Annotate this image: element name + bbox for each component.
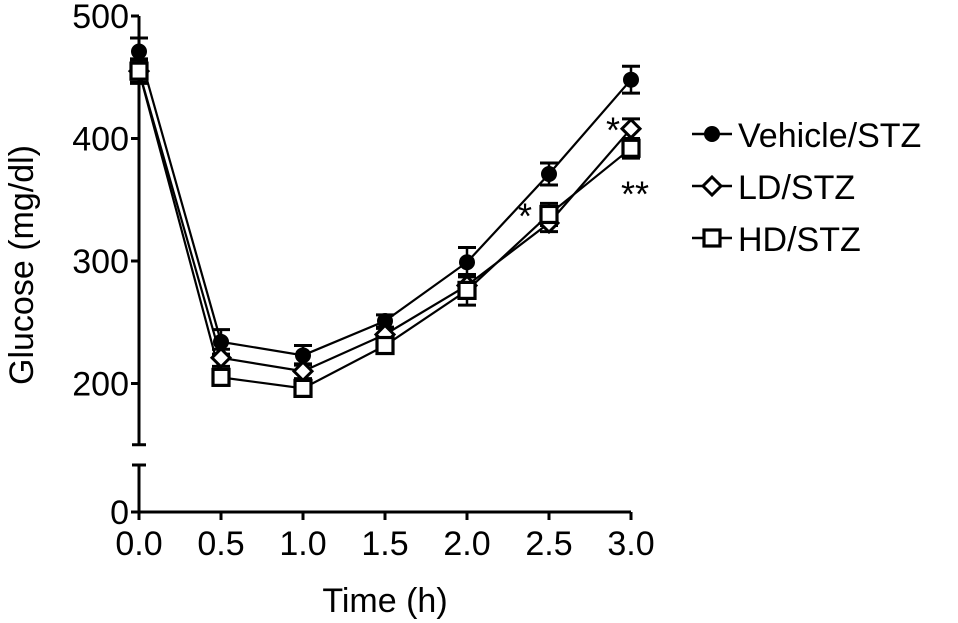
data-point bbox=[211, 367, 231, 387]
x-tick-label: 2.0 bbox=[443, 525, 490, 563]
y-tick-label: 500 bbox=[72, 0, 129, 36]
y-axis-title: Glucose (mg/dl) bbox=[3, 145, 41, 385]
data-point bbox=[131, 43, 147, 60]
data-point bbox=[623, 71, 639, 88]
markers-vehicle-stz bbox=[131, 43, 639, 364]
x-axis-title: Time (h) bbox=[322, 582, 447, 620]
significance-marker: ** bbox=[621, 173, 649, 214]
legend-label: Vehicle/STZ bbox=[738, 117, 921, 155]
legend-item: Vehicle/STZ bbox=[692, 117, 921, 155]
legend-label: HD/STZ bbox=[738, 221, 861, 259]
legend-item: HD/STZ bbox=[692, 221, 861, 259]
legend-marker bbox=[700, 174, 724, 198]
data-point bbox=[129, 61, 149, 81]
markers-ld-stz bbox=[127, 60, 643, 383]
data-point bbox=[541, 166, 557, 183]
y-tick-label: 400 bbox=[72, 121, 129, 159]
data-point bbox=[459, 254, 475, 271]
data-point bbox=[293, 378, 313, 398]
axes: 0 200 300 400 500 0.0 0.5 1.0 1.5 2.0 2.5 3.0 bbox=[72, 0, 654, 563]
data-point bbox=[621, 138, 641, 158]
data-point bbox=[375, 335, 395, 356]
x-tick-label: 0.0 bbox=[115, 525, 162, 563]
significance-marker: * bbox=[606, 110, 620, 151]
legend-marker bbox=[704, 126, 720, 142]
data-point bbox=[619, 117, 643, 140]
series-layer bbox=[127, 36, 643, 398]
legend-label: LD/STZ bbox=[738, 169, 855, 207]
data-point bbox=[457, 280, 477, 300]
legend-marker bbox=[702, 228, 722, 248]
data-point bbox=[209, 346, 233, 369]
y-tick-label: 300 bbox=[72, 243, 129, 281]
legend-item: LD/STZ bbox=[692, 169, 855, 207]
legend: Vehicle/STZ LD/STZ HD/STZ bbox=[692, 117, 921, 259]
data-point bbox=[539, 204, 559, 225]
annotations: **** bbox=[518, 110, 649, 237]
y-tick-label: 0 bbox=[110, 494, 129, 532]
y-tick-label: 200 bbox=[72, 366, 129, 404]
x-tick-label: 3.0 bbox=[607, 525, 654, 563]
significance-marker: * bbox=[518, 195, 532, 236]
markers-hd-stz bbox=[129, 61, 641, 398]
x-tick-label: 1.5 bbox=[361, 525, 408, 563]
x-tick-label: 1.0 bbox=[279, 525, 326, 563]
x-tick-label: 0.5 bbox=[197, 525, 244, 563]
x-tick-label: 2.5 bbox=[525, 525, 572, 563]
